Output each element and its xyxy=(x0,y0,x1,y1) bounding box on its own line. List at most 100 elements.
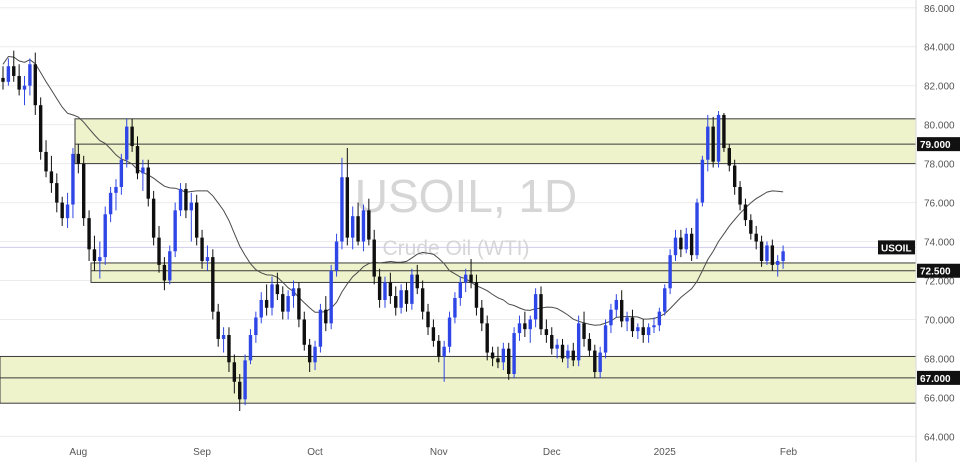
candle-body xyxy=(71,153,75,205)
candle-body xyxy=(679,237,683,250)
candle xyxy=(646,323,651,343)
candle-body xyxy=(469,274,473,283)
y-tick-label: 76.000 xyxy=(924,199,955,210)
y-tick-label: 82.000 xyxy=(924,82,955,93)
candle xyxy=(695,198,699,260)
candle-body xyxy=(668,255,672,289)
candle-body xyxy=(496,358,500,363)
candle xyxy=(663,284,667,316)
candle xyxy=(652,317,656,334)
candle xyxy=(211,249,215,320)
candle xyxy=(732,159,737,195)
candle-body xyxy=(377,276,382,300)
candle xyxy=(318,303,323,353)
y-tick-label: 66.000 xyxy=(924,393,955,404)
candle-body xyxy=(248,335,253,361)
candle-body xyxy=(302,319,306,345)
y-tick-label: 86.000 xyxy=(924,4,955,15)
candle-body xyxy=(141,167,145,174)
candle-body xyxy=(415,274,419,289)
candle xyxy=(297,282,301,328)
y-tick-label: 80.000 xyxy=(924,121,955,132)
candle-body xyxy=(383,282,387,300)
candle xyxy=(437,335,441,363)
candle xyxy=(270,276,274,316)
candle-body xyxy=(173,210,177,252)
candle xyxy=(205,245,210,271)
candle xyxy=(501,342,506,371)
candle xyxy=(404,282,409,312)
candle xyxy=(700,155,705,207)
level-price-tag xyxy=(917,370,960,385)
candle xyxy=(447,311,452,353)
candle xyxy=(544,319,549,343)
candle-body xyxy=(216,311,220,339)
candle-body xyxy=(684,233,688,250)
x-tick-label: Nov xyxy=(430,447,448,458)
candle-body xyxy=(227,335,231,363)
candle xyxy=(716,111,721,168)
candle xyxy=(76,144,81,174)
candle xyxy=(517,315,522,341)
candle xyxy=(345,148,350,246)
candle xyxy=(98,241,102,279)
candle-body xyxy=(356,216,360,242)
symbol-price-tag-label: USOIL xyxy=(881,243,912,254)
candle xyxy=(765,241,769,265)
candle-body xyxy=(743,204,748,221)
candle xyxy=(566,344,570,369)
candle xyxy=(684,227,688,254)
candle xyxy=(727,144,731,172)
level-price-tag xyxy=(917,137,960,152)
candle-body xyxy=(259,299,263,318)
candle-body xyxy=(630,317,635,332)
candle xyxy=(593,344,597,378)
y-tick-label: 84.000 xyxy=(924,43,955,54)
candle-body xyxy=(168,251,172,281)
candle-body xyxy=(544,329,549,336)
candle xyxy=(340,157,344,250)
candle-body xyxy=(340,177,344,242)
candle-body xyxy=(1,77,5,82)
candle xyxy=(754,225,758,250)
candle xyxy=(383,276,387,308)
candle xyxy=(512,327,516,378)
candle xyxy=(227,327,231,373)
candle-body xyxy=(700,159,705,203)
candle-body xyxy=(523,323,527,330)
candle-body xyxy=(189,202,193,211)
candle xyxy=(496,346,500,369)
candle xyxy=(307,338,312,373)
candle xyxy=(743,198,748,226)
candle xyxy=(286,290,290,320)
candle xyxy=(108,186,113,223)
candle xyxy=(87,210,91,262)
candle xyxy=(749,214,753,240)
candle-body xyxy=(437,340,441,357)
candle xyxy=(173,202,177,258)
candle-body xyxy=(410,274,414,304)
candle-body xyxy=(485,323,489,353)
candle-body xyxy=(560,344,565,359)
level-price-tag-label: 67.000 xyxy=(920,374,951,385)
candle-body xyxy=(404,290,409,304)
candle-body xyxy=(125,126,129,160)
candle xyxy=(60,196,64,226)
y-tick-label: 68.000 xyxy=(924,354,955,365)
candle xyxy=(12,50,16,82)
candle-body xyxy=(38,105,43,152)
candle-body xyxy=(184,188,188,211)
candle xyxy=(367,198,371,246)
candle-body xyxy=(652,325,656,328)
candle xyxy=(361,204,366,252)
candle-body xyxy=(517,323,522,334)
symbol-price-tag xyxy=(878,240,915,255)
candle xyxy=(394,286,398,316)
candle-body xyxy=(119,159,124,187)
candle-body xyxy=(501,348,506,363)
candle-body xyxy=(351,216,355,238)
candle xyxy=(82,155,86,226)
candle-body xyxy=(17,75,21,90)
candle xyxy=(324,296,328,332)
